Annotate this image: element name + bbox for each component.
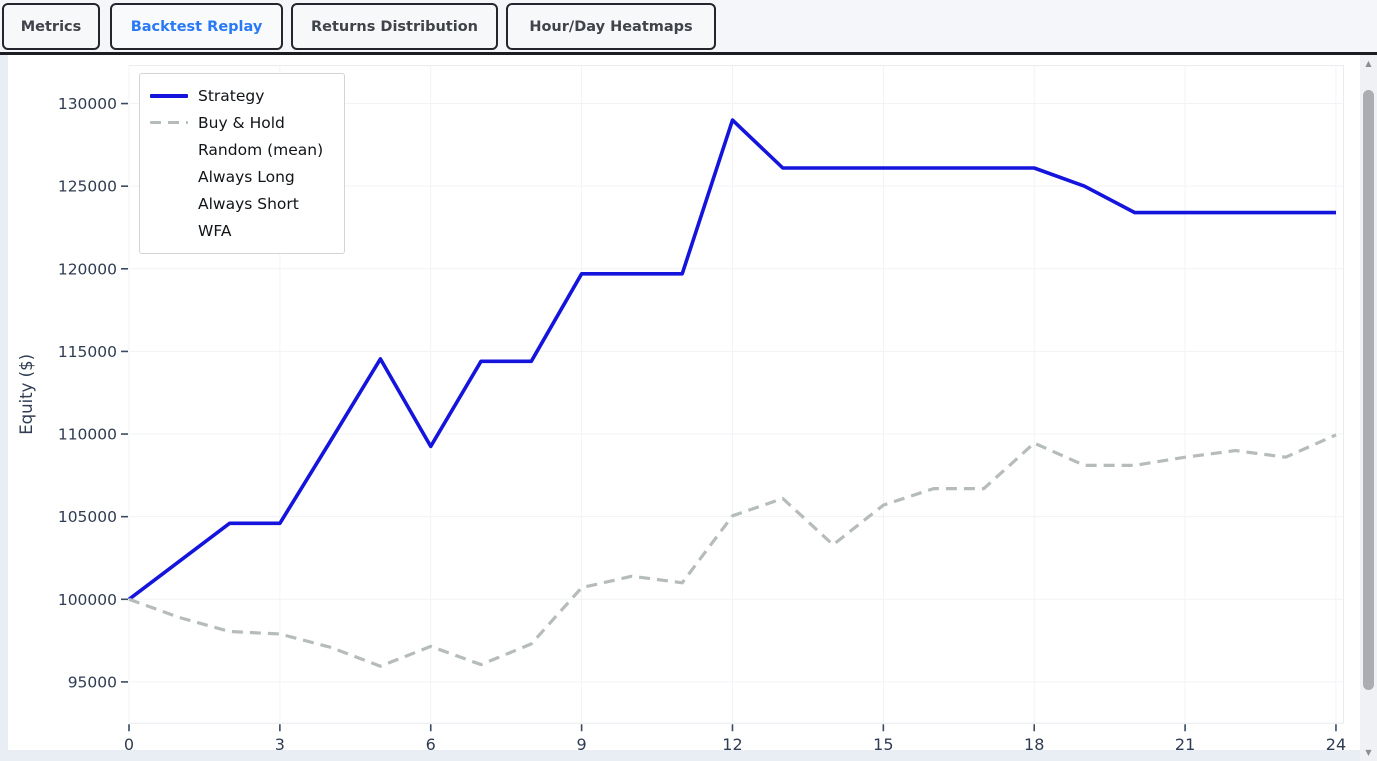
equity-chart-panel: Strategy Buy & Hold Random (mean) Always… <box>8 55 1360 750</box>
svg-text:15: 15 <box>873 735 893 750</box>
svg-text:130000: 130000 <box>58 95 117 113</box>
chart-legend: Strategy Buy & Hold Random (mean) Always… <box>139 73 345 254</box>
tab-returns-distribution[interactable]: Returns Distribution <box>291 3 498 50</box>
svg-text:Equity ($): Equity ($) <box>17 354 36 435</box>
legend-label: Buy & Hold <box>198 113 285 132</box>
tab-bar: Metrics Backtest Replay Returns Distribu… <box>0 0 1377 55</box>
empty-swatch <box>150 175 188 179</box>
vertical-scrollbar[interactable]: ▲ ▼ <box>1360 55 1377 761</box>
svg-text:12: 12 <box>722 735 742 750</box>
svg-text:21: 21 <box>1175 735 1195 750</box>
svg-text:3: 3 <box>275 735 285 750</box>
buy-hold-line-swatch <box>150 120 188 125</box>
svg-text:100000: 100000 <box>58 591 117 609</box>
legend-item-always-short: Always Short <box>150 190 334 217</box>
svg-text:0: 0 <box>124 735 134 750</box>
legend-item-random-mean: Random (mean) <box>150 136 334 163</box>
legend-item-buy-hold: Buy & Hold <box>150 109 334 136</box>
legend-label: Always Short <box>198 194 299 213</box>
scroll-down-icon[interactable]: ▼ <box>1365 748 1372 757</box>
legend-item-wfa: WFA <box>150 217 334 244</box>
empty-swatch <box>150 202 188 206</box>
scrollbar-thumb[interactable] <box>1363 90 1374 690</box>
svg-text:95000: 95000 <box>68 673 117 691</box>
legend-label: Strategy <box>198 86 265 105</box>
tab-hour-day-heatmaps[interactable]: Hour/Day Heatmaps <box>506 3 716 50</box>
tab-metrics[interactable]: Metrics <box>2 3 100 50</box>
equity-curve-chart: 95000 100000 105000 110000 115000 120000 12500… <box>17 65 1346 750</box>
svg-text:9: 9 <box>577 735 587 750</box>
empty-swatch <box>150 148 188 152</box>
legend-item-strategy: Strategy <box>150 82 334 109</box>
scroll-up-icon[interactable]: ▲ <box>1365 59 1372 68</box>
legend-label: Random (mean) <box>198 140 324 159</box>
svg-text:125000: 125000 <box>58 178 117 196</box>
empty-swatch <box>150 229 188 233</box>
strategy-line-swatch <box>150 93 188 98</box>
tab-backtest-replay[interactable]: Backtest Replay <box>110 3 283 50</box>
svg-text:18: 18 <box>1024 735 1044 750</box>
svg-text:105000: 105000 <box>58 508 117 526</box>
svg-text:120000: 120000 <box>58 260 117 278</box>
legend-label: WFA <box>198 221 232 240</box>
svg-text:6: 6 <box>426 735 436 750</box>
legend-item-always-long: Always Long <box>150 163 334 190</box>
svg-text:24: 24 <box>1326 735 1346 750</box>
svg-text:110000: 110000 <box>58 426 117 444</box>
svg-text:115000: 115000 <box>58 343 117 361</box>
legend-label: Always Long <box>198 167 295 186</box>
